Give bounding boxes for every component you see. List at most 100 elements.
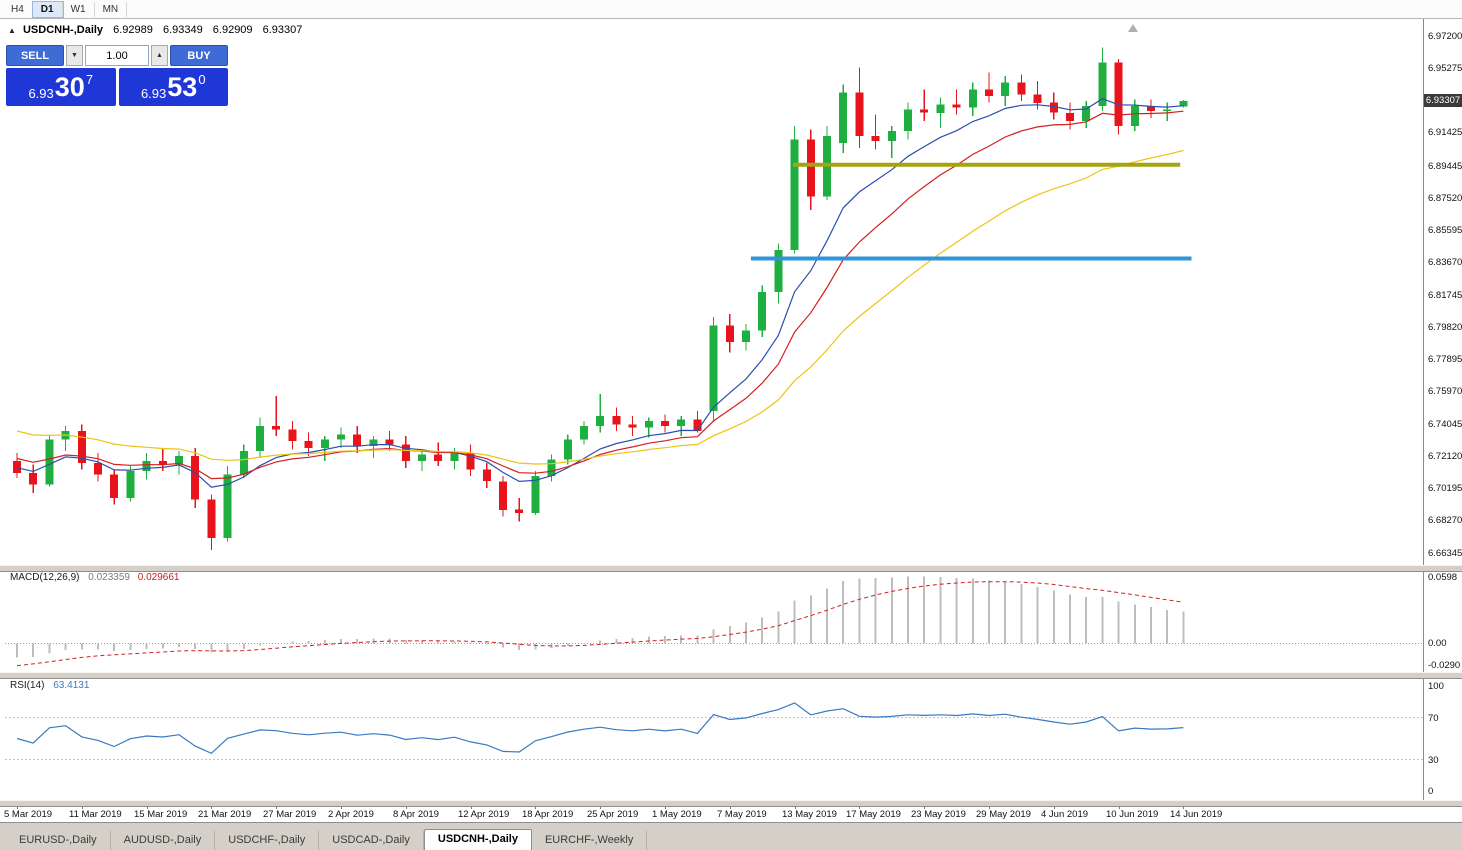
chart-tab-eurchf-weekly[interactable]: EURCHF-,Weekly [532,831,648,850]
macd-axis-max: 0.0598 [1428,572,1458,583]
price-axis-label: 6.66345 [1428,548,1462,559]
date-label: 17 May 2019 [846,809,901,820]
date-tick [82,805,83,809]
timeframe-button-h4[interactable]: H4 [3,1,33,17]
timeframe-button-mn[interactable]: MN [95,1,128,17]
ask-price-big: 53 [167,72,198,102]
price-axis[interactable]: 6.972006.952756.933506.914256.894456.875… [1423,19,1462,805]
date-label: 8 Apr 2019 [393,809,439,820]
rsi-axis-label: 100 [1428,681,1444,692]
trade-prices-row: 6.93 30 7 6.93 53 0 [6,68,228,106]
chart-tab-bar: EURUSD-,Daily AUDUSD-,Daily USDCHF-,Daily U… [0,822,1462,850]
ohlc-open: 6.92989 [113,24,153,36]
date-tick [17,805,18,809]
candlestick-price-chart[interactable] [5,19,1424,565]
date-label: 14 Jun 2019 [1170,809,1223,820]
timeframe-button-d1[interactable]: D1 [31,0,64,18]
macd-axis-min: -0.0290 [1428,660,1461,671]
rsi-label: RSI(14) 63.4131 [10,680,89,691]
date-tick [211,805,212,809]
pane-splitter[interactable] [0,672,1462,679]
chart-tab-usdcad-daily[interactable]: USDCAD-,Daily [319,831,424,850]
price-axis-label: 6.72120 [1428,451,1462,462]
date-tick [665,805,666,809]
date-label: 10 Jun 2019 [1106,809,1159,820]
ask-price-sup: 0 [198,72,206,87]
price-axis-label: 6.79820 [1428,322,1462,333]
chart-tab-eurusd-daily[interactable]: EURUSD-,Daily [6,831,111,850]
date-label: 5 Mar 2019 [4,809,53,820]
macd-label: MACD(12,26,9) 0.023359 0.029661 [10,572,179,583]
date-tick [1054,805,1055,809]
bid-price-big: 30 [54,72,85,102]
rsi-name: RSI(14) [10,680,45,691]
rsi-axis-label: 0 [1428,786,1434,797]
date-tick [924,805,925,809]
rsi-axis-label: 70 [1428,713,1439,724]
price-axis-label: 6.85595 [1428,225,1462,236]
date-tick [471,805,472,809]
chart-tab-usdchf-daily[interactable]: USDCHF-,Daily [215,831,320,850]
sell-price-box[interactable]: 6.93 30 7 [6,68,116,106]
current-price-badge: 6.93307 [1424,94,1462,107]
buy-price-box[interactable]: 6.93 53 0 [118,68,228,106]
price-axis-label: 6.68270 [1428,515,1462,526]
chart-symbol-label: USDCNH-,Daily [22,24,104,36]
timeframe-button-w1[interactable]: W1 [63,1,95,17]
ohlc-low: 6.92909 [212,24,253,36]
price-axis-label: 6.87520 [1428,193,1462,204]
date-label: 18 Apr 2019 [522,809,574,820]
bid-price-sup: 7 [85,72,94,87]
date-tick [989,805,990,809]
macd-main-value: 0.023359 [88,572,130,583]
macd-signal-value: 0.029661 [137,572,180,583]
date-axis[interactable]: 5 Mar 2019 11 Mar 2019 15 Mar 2019 21 Mar 2… [0,805,1423,822]
volume-increase-icon[interactable]: ▲ [151,45,168,66]
date-label: 7 May 2019 [717,809,767,820]
volume-input[interactable]: 1.00 [85,45,149,66]
date-label: 11 Mar 2019 [69,809,122,820]
date-label: 29 May 2019 [976,809,1031,820]
chart-title: ▲ USDCNH-,Daily 6.92989 6.93349 6.92909 … [8,24,302,36]
trade-controls-row: SELL ▼ 1.00 ▲ BUY [6,45,228,66]
date-tick [276,805,277,809]
price-axis-label: 6.97200 [1428,31,1462,42]
chart-shift-marker-icon [1128,24,1138,32]
price-axis-label: 6.75970 [1428,386,1462,397]
price-axis-label: 6.95275 [1428,63,1462,74]
date-label: 4 Jun 2019 [1041,809,1089,820]
date-tick [406,805,407,809]
price-axis-label: 6.89445 [1428,161,1462,172]
rsi-axis-label: 30 [1428,755,1439,766]
date-tick [859,805,860,809]
price-axis-label: 6.81745 [1428,290,1462,301]
date-tick [730,805,731,809]
pane-splitter[interactable] [0,800,1462,807]
rsi-indicator-pane[interactable] [5,678,1424,799]
ohlc-high: 6.93349 [162,24,203,36]
date-label: 21 Mar 2019 [198,809,252,820]
buy-button[interactable]: BUY [170,45,228,66]
macd-indicator-pane[interactable] [5,570,1424,672]
date-tick [795,805,796,809]
date-label: 2 Apr 2019 [328,809,374,820]
date-tick [1183,805,1184,809]
date-label: 27 Mar 2019 [263,809,317,820]
date-label: 1 May 2019 [652,809,702,820]
date-label: 15 Mar 2019 [134,809,188,820]
sell-button[interactable]: SELL [6,45,64,66]
date-tick [600,805,601,809]
one-click-trade-panel: SELL ▼ 1.00 ▲ BUY 6.93 30 7 6.93 53 0 [6,45,228,106]
price-axis-label: 6.83670 [1428,257,1462,268]
pane-splitter[interactable] [0,565,1462,572]
price-axis-label: 6.70195 [1428,483,1462,494]
chart-tab-audusd-daily[interactable]: AUDUSD-,Daily [111,831,216,850]
price-axis-label: 6.74045 [1428,419,1462,430]
date-label: 12 Apr 2019 [458,809,510,820]
date-label: 23 May 2019 [911,809,966,820]
chart-tab-usdcnh-daily[interactable]: USDCNH-,Daily [423,829,532,850]
volume-decrease-icon[interactable]: ▼ [66,45,83,66]
date-tick [341,805,342,809]
timeframe-toolbar: H4 D1 W1 MN [0,0,1462,19]
